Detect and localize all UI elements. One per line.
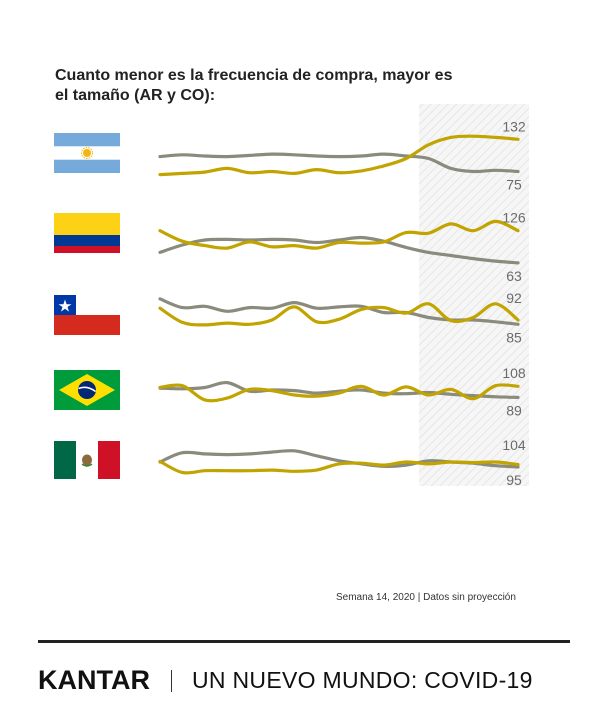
mxico-top-value-label: 104: [502, 437, 526, 453]
panel-brasil: 108 89: [158, 365, 526, 418]
colombia-top-value-label: 126: [502, 210, 526, 226]
argentina-bottom-value-label: 75: [506, 177, 522, 193]
colombia-series-line-2: [158, 219, 520, 250]
chart-area: 132 75 126 63 92 85 108 89 104 95: [158, 104, 529, 488]
brasil-top-value-label: 108: [502, 365, 526, 381]
argentina-flag-icon: [54, 133, 120, 173]
highlight-band: [419, 104, 529, 486]
colombia-bottom-value-label: 63: [506, 268, 522, 284]
brasil-bottom-value-label: 89: [506, 402, 522, 418]
chile-bottom-value-label: 85: [506, 329, 522, 345]
panel-chile: 92 85: [158, 290, 522, 345]
brasil-series-line-1: [158, 380, 520, 399]
source-note: Semana 14, 2020 | Datos sin proyección: [336, 592, 516, 603]
chile-top-value-label: 92: [506, 290, 522, 306]
argentina-top-value-label: 132: [502, 118, 526, 134]
colombia-series-line-1: [158, 235, 520, 265]
kantar-logo: KANTAR: [38, 665, 150, 695]
argentina-series-line-2: [158, 134, 520, 177]
chile-flag-icon: [54, 295, 120, 335]
footer-divider: [38, 640, 570, 643]
panel-argentina: 132 75: [158, 118, 526, 193]
brasil-series-line-2: [158, 383, 520, 403]
colombia-flag-icon: [54, 213, 120, 253]
footer-separator: [171, 670, 172, 692]
mexico-flag-icon: [54, 441, 120, 481]
argentina-series-line-1: [158, 152, 520, 174]
panel-mxico: 104 95: [158, 437, 526, 488]
mxico-series-line-2: [158, 459, 520, 475]
chart-title: Cuanto menor es la frecuencia de compra,…: [55, 67, 453, 104]
footer-subtitle: UN NUEVO MUNDO: COVID-19: [192, 667, 533, 693]
panel-colombia: 126 63: [158, 210, 526, 284]
mxico-bottom-value-label: 95: [506, 472, 522, 488]
chile-series-line-2: [158, 302, 520, 327]
brazil-flag-icon: [54, 370, 120, 410]
